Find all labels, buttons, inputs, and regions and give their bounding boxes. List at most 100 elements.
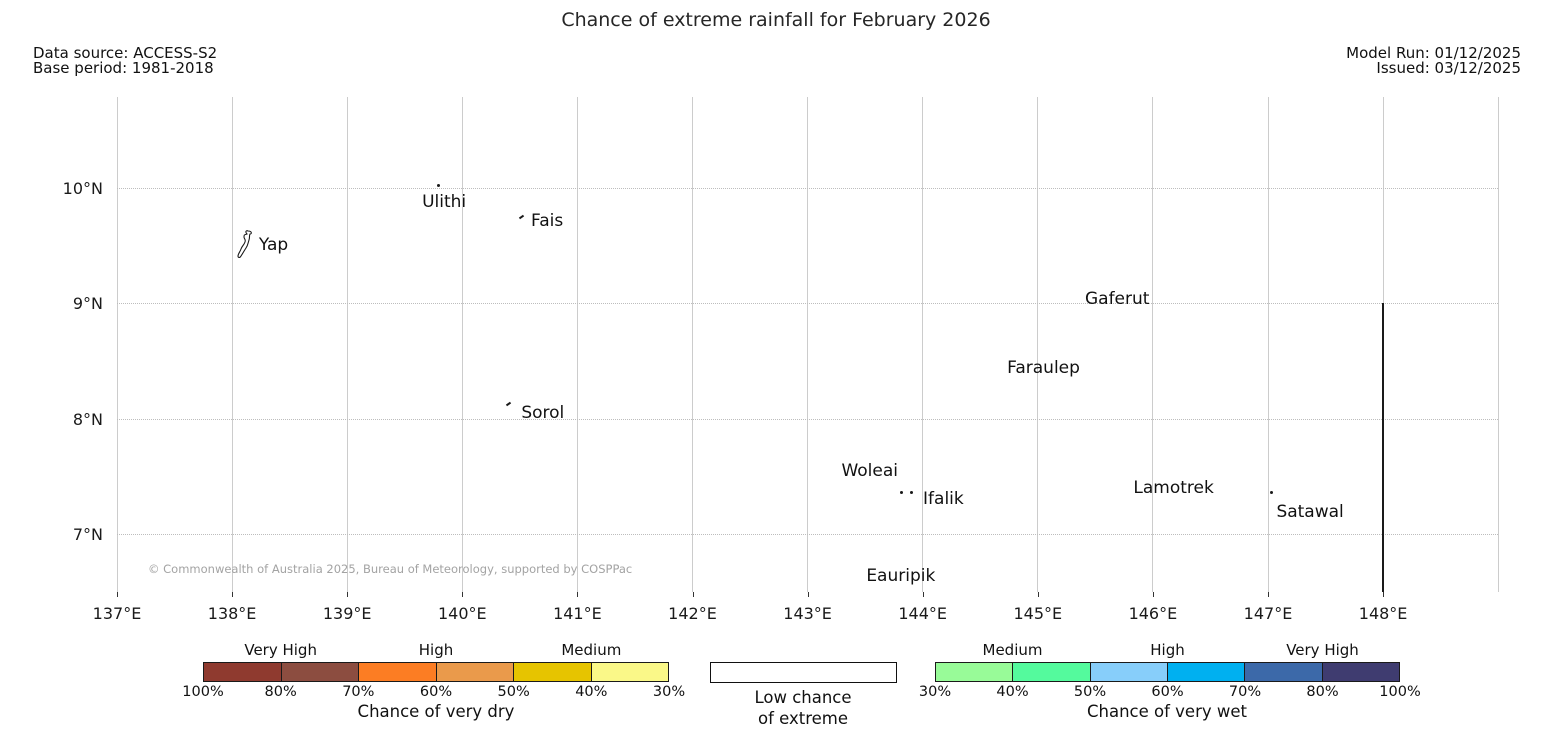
yap-island-outline-icon	[235, 228, 257, 260]
dry-colorbar-segment	[435, 663, 513, 681]
islet-marker-dot	[900, 490, 904, 494]
dry-category-label: Very High	[244, 641, 317, 659]
dry-tick-label: 60%	[419, 684, 453, 700]
dry-tick-label: 70%	[342, 684, 375, 700]
latitude-gridline	[117, 418, 1498, 420]
wet-tick-label: 80%	[1306, 684, 1339, 700]
x-axis-tick-label: 139°E	[322, 604, 372, 623]
island-label-fais: Fais	[531, 210, 564, 231]
x-axis-tick	[1037, 592, 1039, 597]
wet-category-label: Very High	[1286, 641, 1359, 659]
y-axis-tick-label: 9°N	[72, 294, 103, 314]
x-axis-tick-label: 146°E	[1128, 604, 1178, 623]
latitude-gridline	[117, 533, 1498, 535]
x-axis-tick	[347, 592, 349, 597]
wet-colorbar-segment	[1089, 663, 1167, 681]
base-period-label: Base period: 1981-2018	[33, 59, 214, 77]
x-axis-tick-label: 147°E	[1243, 604, 1293, 623]
wet-colorbar-segment	[1012, 663, 1090, 681]
longitude-gridline	[807, 97, 809, 592]
x-axis-tick-label: 144°E	[898, 604, 948, 623]
wet-tick-label: 70%	[1228, 684, 1262, 700]
x-axis-tick-label: 148°E	[1358, 604, 1408, 623]
x-axis-tick	[1152, 592, 1154, 597]
wet-tick-label: 60%	[1151, 684, 1184, 700]
island-label-faraulep: Faraulep	[1007, 357, 1080, 378]
longitude-gridline	[576, 97, 578, 592]
wet-colorbar-segment	[936, 663, 1013, 681]
dry-colorbar-segment	[280, 663, 358, 681]
island-label-ifalik: Ifalik	[923, 489, 964, 510]
x-axis-tick-label: 137°E	[92, 604, 142, 623]
x-axis-tick-label: 143°E	[783, 604, 832, 623]
dry-legend-title: Chance of very dry	[357, 702, 515, 721]
low-chance-swatch	[710, 662, 897, 683]
dry-tick-label: 30%	[652, 684, 686, 700]
x-axis-tick-label: 141°E	[553, 604, 602, 623]
x-axis-tick	[232, 592, 234, 597]
island-marker-dot	[436, 184, 440, 188]
latitude-gridline	[117, 303, 1498, 305]
dry-colorbar-segment	[513, 663, 591, 681]
x-axis-tick	[922, 592, 924, 597]
longitude-gridline	[346, 97, 348, 592]
x-axis-tick	[1383, 592, 1385, 597]
island-label-woleai: Woleai	[841, 460, 899, 481]
longitude-gridline	[922, 97, 924, 592]
island-marker-islet	[518, 214, 525, 220]
longitude-gridline	[1267, 97, 1269, 592]
dry-colorbar-segment	[358, 663, 436, 681]
wet-colorbar-segment	[1166, 663, 1245, 681]
x-axis-tick	[1268, 592, 1269, 597]
island-label-lamotrek: Lamotrek	[1133, 477, 1214, 498]
longitude-gridline	[461, 97, 463, 592]
x-axis-tick-label: 142°E	[668, 604, 717, 623]
model-run-label: Model Run: 01/12/2025	[1346, 44, 1521, 62]
x-axis-tick-label: 140°E	[437, 604, 487, 623]
island-label-yap: Yap	[258, 234, 289, 255]
low-chance-label-line1: Low chance	[754, 688, 852, 707]
y-axis-tick-label: 8°N	[72, 409, 103, 429]
island-label-ulithi: Ulithi	[422, 191, 467, 212]
island-label-sorol: Sorol	[521, 402, 565, 423]
x-axis-tick	[807, 592, 809, 597]
islet-marker-dot	[909, 490, 913, 494]
longitude-gridline	[1152, 97, 1154, 592]
state-boundary-line	[1382, 303, 1385, 592]
dry-colorbar	[203, 662, 669, 682]
island-label-eauripik: Eauripik	[866, 565, 936, 586]
wet-colorbar	[935, 662, 1400, 682]
x-axis-tick	[117, 592, 118, 597]
dry-category-label: High	[418, 641, 454, 659]
copyright-notice: © Commonwealth of Australia 2025, Bureau…	[148, 562, 633, 576]
meta-right: Model Run: 01/12/2025 Issued: 03/12/2025	[1346, 46, 1521, 76]
dry-tick-label: 40%	[575, 684, 608, 700]
x-axis-tick	[692, 592, 694, 597]
wet-tick-label: 40%	[996, 684, 1029, 700]
dry-tick-label: 80%	[264, 684, 297, 700]
island-marker-dot	[1269, 490, 1273, 494]
meta-left: Data source: ACCESS-S2 Base period: 1981…	[33, 46, 217, 76]
wet-tick-label: 50%	[1073, 684, 1107, 700]
wet-tick-label: 100%	[1379, 684, 1421, 700]
x-axis-tick-label: 145°E	[1013, 604, 1063, 623]
wet-legend-title: Chance of very wet	[1087, 702, 1247, 721]
longitude-gridline	[231, 97, 233, 592]
island-label-satawal: Satawal	[1276, 502, 1344, 523]
low-chance-label-line2: of extreme	[757, 709, 849, 728]
dry-category-label: Medium	[561, 641, 622, 659]
wet-category-label: High	[1150, 641, 1185, 659]
dry-colorbar-segment	[204, 663, 281, 681]
wet-colorbar-segment	[1244, 663, 1322, 681]
latitude-gridline	[117, 188, 1498, 189]
island-marker-islet	[506, 401, 512, 406]
x-axis-tick-label: 138°E	[207, 604, 257, 623]
y-axis-tick-label: 10°N	[62, 179, 103, 198]
page-title: Chance of extreme rainfall for February …	[561, 9, 991, 31]
longitude-gridline	[1037, 97, 1039, 592]
y-axis-tick-label: 7°N	[72, 524, 103, 544]
x-axis-tick	[577, 592, 579, 597]
dry-colorbar-segment	[590, 663, 668, 681]
